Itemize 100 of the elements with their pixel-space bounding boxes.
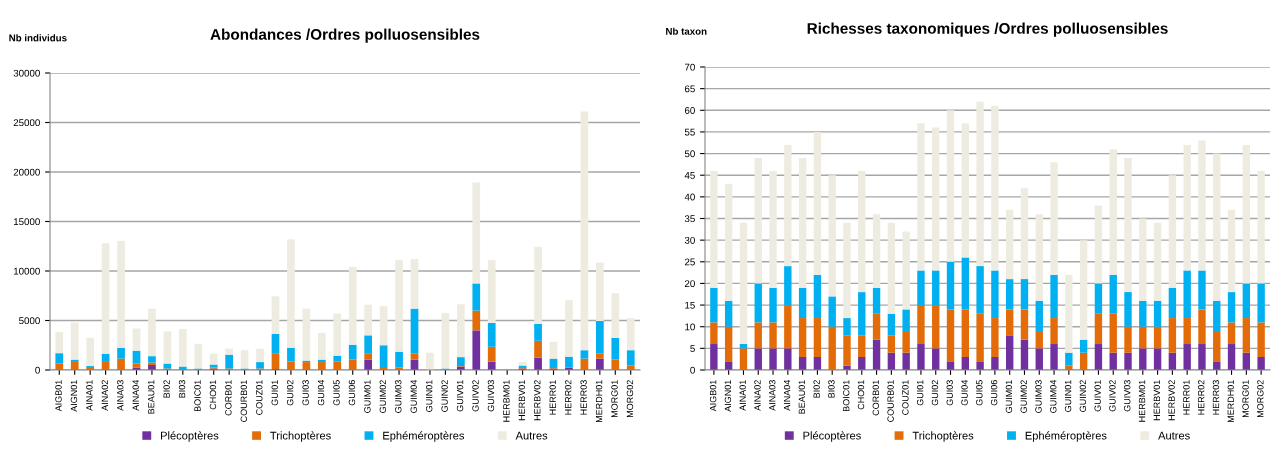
y-tick-label: 5 (690, 345, 695, 352)
x-tick-label: HERBM01 (503, 380, 510, 422)
x-tick-label: GUIN01 (1064, 380, 1072, 412)
x-tick-label: GUIV02 (1109, 380, 1116, 412)
x-tick-label: GUI06 (348, 380, 356, 406)
x-tick-label: BI02 (813, 380, 820, 398)
x-tick-label: BOIC01 (194, 380, 201, 412)
x-tick-label: GUI03 (302, 380, 309, 406)
x-tick-label: HERR03 (580, 380, 587, 415)
y-tick-label: 15 (685, 301, 695, 309)
y-axis-title: Nb individus (9, 34, 67, 42)
x-tick-label: HERR01 (549, 380, 556, 415)
x-tick-label: CHO01 (857, 380, 865, 410)
y-tick-label: 20000 (13, 168, 40, 176)
x-tick-label: HERR02 (1197, 380, 1205, 415)
x-tick-label: CORB01 (872, 380, 879, 416)
x-tick-label: GUIV03 (1124, 380, 1131, 412)
x-tick-label: GUIV01 (456, 380, 464, 412)
legend-label: Autres (515, 431, 548, 440)
y-tick-label: 10000 (13, 267, 40, 275)
chart-title: Richesses taxonomiques /Ordres polluosensibles (807, 22, 1168, 37)
x-tick-label: GUI02 (931, 380, 939, 406)
y-tick-label: 65 (684, 85, 695, 93)
y-tick-label: 0 (690, 366, 695, 374)
x-tick-label: AINA04 (783, 379, 791, 411)
x-tick-label: AIGB01 (709, 380, 717, 412)
legend-label: Trichoptères (270, 431, 331, 442)
x-tick-label: COUZ01 (256, 380, 263, 415)
x-tick-label: BOIC01 (843, 380, 850, 412)
x-tick-label: GUIV01 (1094, 380, 1101, 412)
x-tick-label: BEAU01 (147, 380, 155, 414)
x-tick-label: GUIM02 (1020, 380, 1027, 413)
x-tick-label: MERDH01 (595, 380, 603, 423)
x-tick-label: GUIV02 (472, 380, 479, 412)
x-tick-label: AINA01 (86, 380, 93, 411)
y-tick-label: 25 (684, 258, 695, 266)
x-tick-label: GUIM03 (1035, 380, 1042, 413)
y-tick-label: 40 (684, 193, 695, 201)
y-tick-label: 15000 (13, 218, 40, 226)
x-tick-label: CORB01 (225, 380, 232, 416)
x-tick-label: AINA01 (739, 380, 746, 411)
y-tick-label: 45 (684, 172, 695, 179)
x-tick-label: AINA03 (769, 380, 776, 411)
x-tick-label: GUI01 (916, 380, 924, 406)
x-tick-label: HERBV01 (518, 380, 526, 421)
y-tick-label: 30 (684, 236, 695, 244)
x-tick-label: GUIN02 (441, 380, 448, 412)
x-tick-label: GUIM01 (1005, 380, 1013, 413)
x-tick-label: COUZ01 (902, 380, 909, 415)
x-tick-label: BEAU01 (798, 380, 806, 414)
x-tick-label: GUIM02 (379, 380, 387, 413)
legend-label: Ephéméroptères (1025, 431, 1107, 442)
legend-label: Plécoptères (161, 431, 219, 442)
x-tick-label: COURB01 (887, 380, 894, 422)
x-tick-label: GUI03 (946, 380, 953, 406)
x-tick-label: GUIN01 (425, 380, 433, 412)
x-tick-label: GUI01 (271, 380, 278, 406)
y-tick-label: 10 (685, 323, 695, 331)
x-tick-label: MORG02 (1257, 380, 1264, 418)
x-tick-label: HERR03 (1212, 380, 1220, 415)
x-tick-label: GUI02 (286, 380, 294, 406)
y-tick-label: 50 (684, 150, 695, 158)
y-tick-label: 70 (684, 63, 695, 71)
x-tick-label: AIGN01 (70, 380, 78, 412)
legend-label: Trichoptères (912, 431, 974, 442)
x-tick-label: GUI04 (961, 379, 968, 406)
y-tick-label: 60 (684, 107, 695, 114)
legend-label: Ephéméroptères (383, 431, 465, 442)
x-tick-label: BI03 (828, 380, 835, 398)
x-tick-label: AIGB01 (55, 380, 62, 412)
x-tick-label: GUI04 (317, 379, 325, 406)
x-tick-label: GUIV03 (487, 380, 495, 412)
x-tick-label: AINA02 (754, 380, 761, 411)
x-tick-label: AINA04 (132, 379, 139, 411)
x-tick-label: HERBV02 (1168, 380, 1175, 421)
x-tick-label: MORG01 (1242, 380, 1249, 418)
y-tick-label: 5000 (19, 317, 40, 325)
x-tick-label: GUIM04 (1050, 379, 1057, 413)
y-tick-label: 35 (684, 215, 695, 223)
y-tick-label: 30000 (13, 69, 40, 77)
x-tick-label: AIGN01 (724, 380, 732, 412)
y-tick-label: 55 (684, 128, 695, 136)
x-tick-label: GUI06 (990, 380, 998, 406)
x-tick-label: BI03 (178, 380, 186, 398)
y-tick-label: 0 (35, 366, 40, 374)
x-tick-label: MORG02 (626, 380, 634, 418)
x-tick-label: HERBV01 (1153, 380, 1161, 421)
x-tick-label: HERR02 (564, 380, 572, 415)
y-tick-label: 25000 (13, 119, 40, 127)
x-tick-label: AINA03 (117, 380, 124, 411)
x-tick-label: GUI05 (333, 380, 340, 406)
legend-label: Plécoptères (803, 431, 861, 442)
x-tick-label: MORG01 (611, 380, 618, 418)
legend-label: Autres (1158, 431, 1190, 440)
x-tick-label: GUIM01 (364, 380, 371, 413)
x-tick-label: GUIN02 (1079, 380, 1087, 412)
x-tick-label: HERR01 (1183, 380, 1190, 415)
x-tick-label: CHO01 (209, 380, 217, 410)
x-tick-label: MERDH01 (1227, 380, 1234, 423)
x-tick-label: GUI05 (976, 380, 983, 406)
